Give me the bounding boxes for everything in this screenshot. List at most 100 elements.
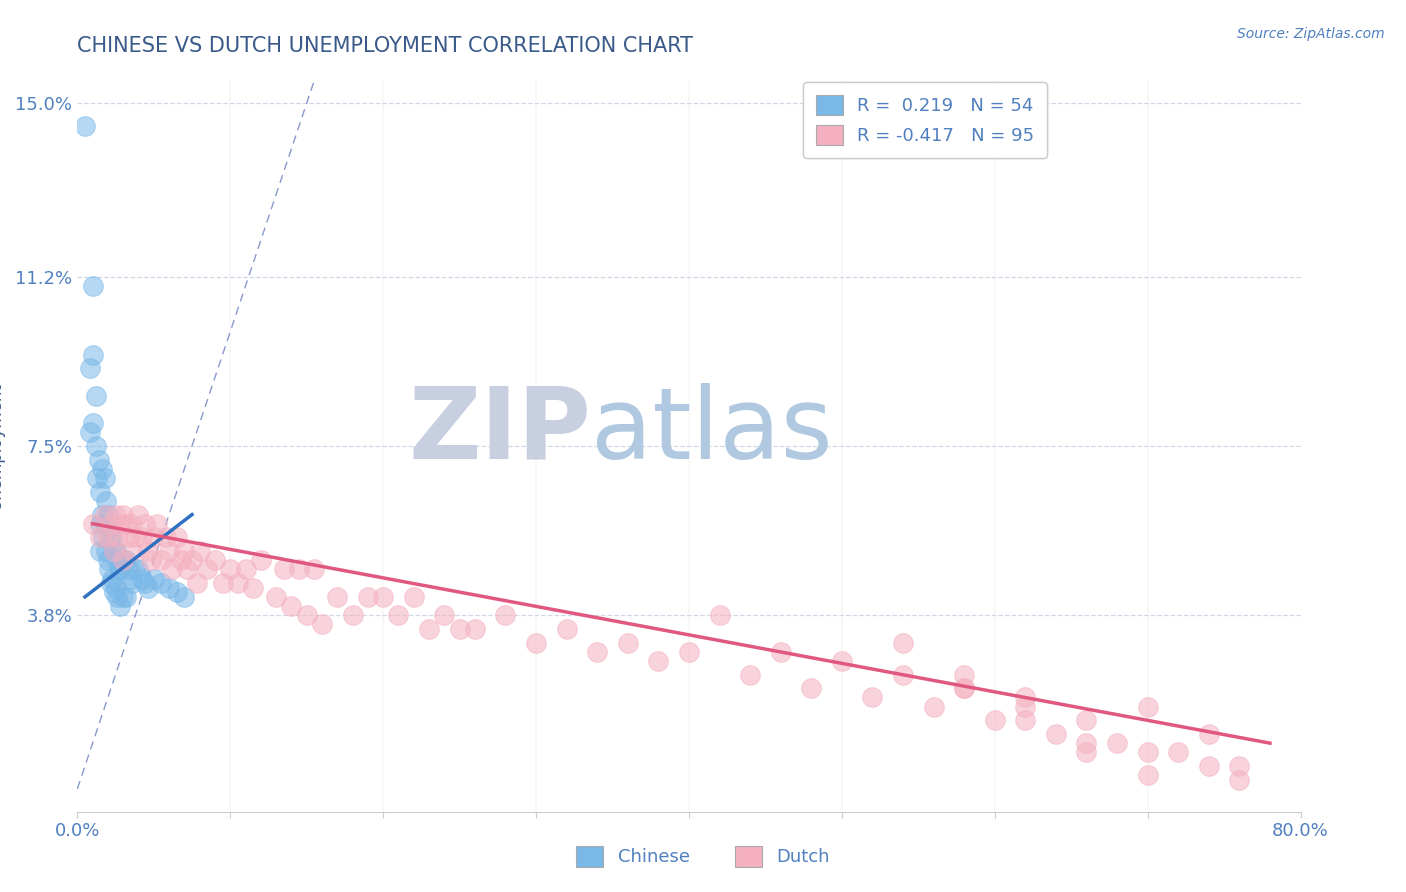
Point: [1014, 714, 1036, 728]
Point: [800, 681, 823, 696]
Legend: Chinese, Dutch: Chinese, Dutch: [569, 838, 837, 874]
Text: CHINESE VS DUTCH UNEMPLOYMENT CORRELATION CHART: CHINESE VS DUTCH UNEMPLOYMENT CORRELATIO…: [77, 36, 693, 55]
Point: [953, 667, 976, 681]
Point: [709, 608, 731, 623]
Point: [181, 553, 204, 567]
Point: [89, 516, 111, 531]
Point: [97, 553, 120, 567]
Point: [115, 516, 138, 531]
Point: [91, 530, 114, 544]
Point: [740, 667, 762, 681]
Point: [104, 544, 127, 558]
Point: [118, 530, 141, 544]
Point: [134, 516, 156, 531]
Point: [242, 581, 264, 595]
Point: [357, 590, 380, 604]
Point: [449, 622, 471, 636]
Point: [136, 581, 159, 595]
Point: [105, 553, 128, 567]
Point: [280, 599, 302, 613]
Point: [1076, 714, 1098, 728]
Point: [1198, 727, 1220, 741]
Point: [273, 562, 295, 576]
Point: [211, 576, 233, 591]
Point: [173, 544, 195, 558]
Point: [387, 608, 409, 623]
Point: [128, 562, 150, 576]
Point: [90, 462, 112, 476]
Point: [1076, 745, 1098, 759]
Point: [524, 635, 547, 649]
Point: [124, 530, 146, 544]
Point: [617, 635, 640, 649]
Point: [586, 645, 609, 659]
Point: [87, 452, 110, 467]
Point: [1045, 727, 1067, 741]
Point: [188, 544, 211, 558]
Point: [136, 544, 159, 558]
Point: [176, 562, 198, 576]
Point: [120, 572, 142, 586]
Point: [96, 494, 118, 508]
Point: [100, 530, 122, 544]
Point: [1076, 736, 1098, 750]
Point: [108, 562, 131, 576]
Point: [288, 562, 311, 576]
Point: [82, 416, 104, 430]
Point: [73, 119, 96, 133]
Point: [166, 585, 188, 599]
Point: [166, 530, 188, 544]
Point: [1014, 690, 1036, 705]
Point: [108, 599, 131, 613]
Point: [112, 590, 135, 604]
Point: [139, 553, 162, 567]
Point: [433, 608, 456, 623]
Point: [115, 590, 138, 604]
Point: [891, 635, 914, 649]
Point: [84, 439, 107, 453]
Point: [1107, 736, 1129, 750]
Point: [100, 576, 122, 591]
Point: [103, 585, 125, 599]
Point: [157, 544, 180, 558]
Point: [112, 553, 135, 567]
Point: [953, 681, 976, 696]
Point: [235, 562, 257, 576]
Point: [160, 562, 183, 576]
Point: [128, 508, 150, 522]
Point: [82, 279, 104, 293]
Point: [89, 544, 111, 558]
Point: [94, 508, 117, 522]
Point: [157, 581, 180, 595]
Point: [98, 562, 121, 576]
Point: [862, 690, 884, 705]
Point: [142, 530, 165, 544]
Point: [311, 617, 333, 632]
Point: [84, 389, 107, 403]
Point: [371, 590, 394, 604]
Point: [90, 508, 112, 522]
Point: [121, 544, 143, 558]
Point: [82, 516, 104, 531]
Point: [1014, 699, 1036, 714]
Point: [1229, 772, 1251, 787]
Point: [94, 516, 117, 531]
Text: ZIP: ZIP: [408, 383, 591, 480]
Point: [984, 714, 1007, 728]
Point: [79, 425, 101, 440]
Point: [79, 361, 101, 376]
Point: [1136, 768, 1159, 782]
Point: [464, 622, 486, 636]
Point: [1167, 745, 1189, 759]
Point: [150, 576, 173, 591]
Point: [103, 544, 125, 558]
Point: [89, 484, 111, 499]
Point: [103, 544, 125, 558]
Point: [555, 622, 578, 636]
Point: [94, 471, 117, 485]
Point: [118, 562, 141, 576]
Point: [82, 347, 104, 362]
Point: [204, 553, 226, 567]
Point: [105, 590, 128, 604]
Point: [342, 608, 364, 623]
